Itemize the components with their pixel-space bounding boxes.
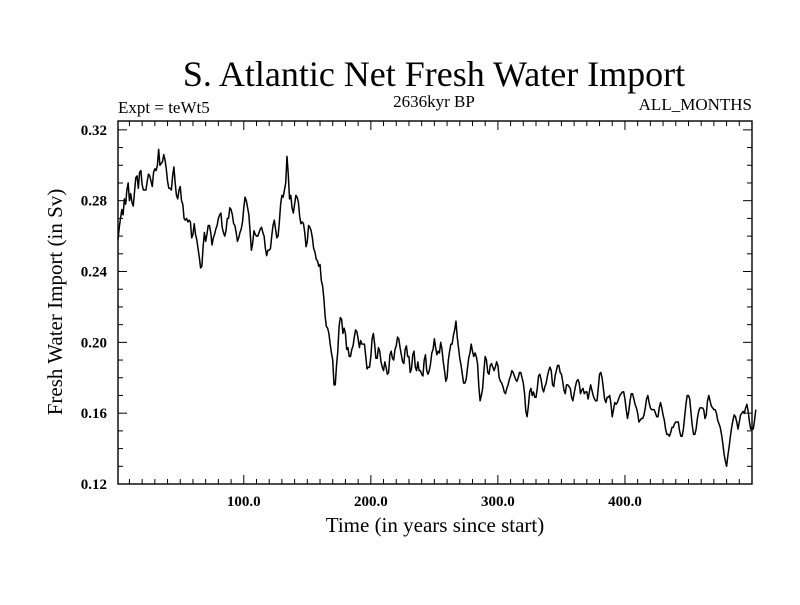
y-axis-label: Fresh Water Import (in Sv) — [43, 189, 67, 416]
y-tick-label: 0.28 — [81, 194, 107, 210]
y-tick-label: 0.12 — [81, 477, 107, 493]
x-tick-label: 400.0 — [608, 494, 642, 510]
x-axis-label: Time (in years since start) — [326, 513, 545, 537]
series-line — [117, 148, 757, 468]
x-tick-label: 300.0 — [481, 494, 515, 510]
series-group — [117, 148, 757, 468]
tick-marks — [118, 121, 752, 485]
months-label: ALL_MONTHS — [639, 95, 752, 114]
y-tick-label: 0.24 — [81, 265, 108, 281]
y-tick-label: 0.20 — [81, 335, 107, 351]
plot-frame — [117, 120, 753, 485]
experiment-label: Expt = teWt5 — [118, 98, 210, 117]
chart-subtitle: 2636kyr BP — [393, 92, 475, 111]
x-tick-label: 100.0 — [227, 494, 261, 510]
y-tick-label: 0.32 — [81, 123, 107, 139]
y-tick-label: 0.16 — [81, 406, 108, 422]
x-tick-label: 200.0 — [354, 494, 388, 510]
tick-labels: 100.0 200.0 300.0 400.0 0.12 0.16 0.20 0.24 0.28… — [81, 123, 642, 510]
chart-title: S. Atlantic Net Fresh Water Import — [183, 54, 685, 94]
